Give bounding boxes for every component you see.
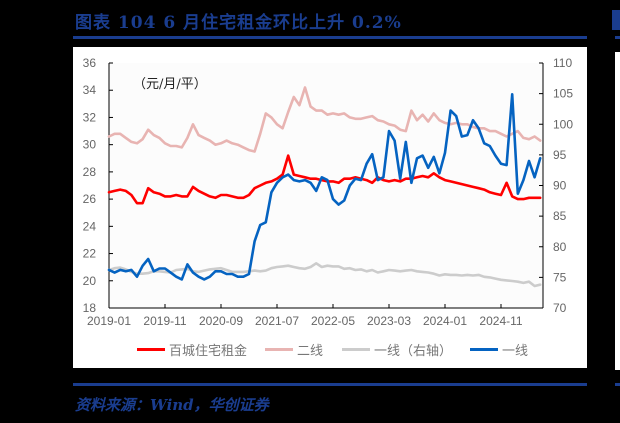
legend-label: 一线（右轴） — [374, 343, 453, 358]
right-tick-label: 75 — [553, 270, 567, 284]
left-tick-label: 36 — [83, 56, 97, 70]
left-tick-label: 30 — [83, 138, 97, 152]
right-panel-title-rule — [615, 36, 620, 39]
x-tick-label: 2023-03 — [367, 314, 411, 328]
legend-item-tier1-right: 一线（右轴） — [342, 340, 452, 359]
left-tick-label: 20 — [83, 274, 97, 288]
legend-swatch-gray — [342, 348, 370, 351]
series-line-0 — [107, 154, 542, 205]
adjacent-chart-panel — [615, 52, 620, 370]
x-tick-label: 2022-05 — [311, 314, 355, 328]
legend-item-baicheng: 百城住宅租金 — [137, 340, 247, 359]
unit-label: （元/月/平） — [133, 77, 207, 92]
series-line-2 — [107, 262, 542, 288]
legend-label: 百城住宅租金 — [169, 343, 248, 358]
chart-legend: 百城住宅租金 二线 一线（右轴） 一线 — [0, 340, 620, 360]
right-tick-label: 85 — [553, 209, 567, 223]
legend-label: 二线 — [297, 343, 324, 358]
right-tick-label: 100 — [553, 117, 573, 131]
left-tick-label: 28 — [83, 165, 97, 179]
series-line-1 — [107, 86, 542, 153]
source-note: 资料来源：Wind，华创证券 — [75, 396, 269, 414]
right-tick-label: 105 — [553, 87, 573, 101]
right-panel-title-fragment — [612, 10, 620, 30]
legend-label: 一线 — [502, 343, 529, 358]
legend-swatch-blue — [470, 348, 498, 351]
right-tick-label: 70 — [553, 301, 567, 315]
legend-swatch-red — [137, 348, 165, 351]
right-tick-label: 80 — [553, 240, 567, 254]
x-tick-label: 2024-01 — [423, 314, 467, 328]
right-tick-label: 90 — [553, 179, 567, 193]
left-tick-label: 34 — [83, 83, 97, 97]
legend-item-tier2: 二线 — [265, 340, 323, 359]
left-tick-label: 32 — [83, 110, 97, 124]
legend-item-tier1: 一线 — [470, 340, 528, 359]
x-tick-label: 2019-01 — [87, 314, 131, 328]
right-tick-label: 110 — [553, 56, 572, 70]
right-tick-label: 95 — [553, 148, 567, 162]
left-tick-label: 22 — [83, 247, 97, 261]
left-tick-label: 26 — [83, 192, 97, 206]
x-tick-label: 2020-09 — [199, 314, 243, 328]
footer-rule — [73, 383, 587, 386]
title-rule — [73, 36, 587, 39]
figure-title: 图表 104 6 月住宅租金环比上升 0.2% — [75, 13, 402, 33]
left-tick-label: 24 — [83, 219, 97, 233]
x-tick-label: 2024-11 — [479, 314, 522, 328]
x-tick-label: 2019-11 — [143, 314, 186, 328]
right-footer-rule — [615, 383, 620, 386]
series-line-3 — [107, 93, 542, 281]
left-tick-label: 18 — [83, 301, 97, 315]
x-tick-label: 2021-07 — [255, 314, 299, 328]
legend-swatch-pink — [265, 348, 293, 351]
